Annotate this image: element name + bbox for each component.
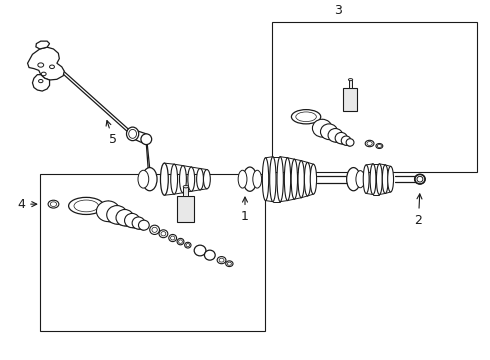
Ellipse shape	[363, 165, 369, 193]
Ellipse shape	[203, 170, 210, 189]
Text: 4: 4	[17, 198, 37, 211]
Ellipse shape	[185, 242, 191, 248]
Ellipse shape	[376, 164, 382, 194]
Ellipse shape	[150, 225, 159, 234]
Ellipse shape	[310, 164, 317, 194]
Ellipse shape	[291, 159, 297, 199]
Ellipse shape	[152, 227, 157, 232]
Ellipse shape	[132, 217, 145, 229]
Ellipse shape	[179, 166, 186, 193]
Ellipse shape	[177, 238, 184, 245]
Ellipse shape	[376, 144, 383, 148]
Text: 3: 3	[334, 4, 342, 17]
Ellipse shape	[171, 236, 175, 240]
Ellipse shape	[41, 72, 46, 76]
Ellipse shape	[196, 168, 203, 190]
Ellipse shape	[356, 171, 365, 188]
Ellipse shape	[226, 261, 233, 266]
Ellipse shape	[194, 245, 206, 256]
Ellipse shape	[38, 63, 44, 67]
Ellipse shape	[219, 258, 224, 262]
Text: 5: 5	[106, 121, 117, 147]
Ellipse shape	[377, 144, 381, 148]
Ellipse shape	[116, 210, 134, 226]
Ellipse shape	[382, 165, 388, 193]
Ellipse shape	[243, 167, 257, 191]
Ellipse shape	[129, 129, 137, 138]
Bar	[176, 196, 194, 222]
Ellipse shape	[204, 250, 215, 260]
Ellipse shape	[139, 220, 149, 230]
Bar	[272, 22, 477, 172]
Bar	[183, 187, 188, 196]
Ellipse shape	[97, 201, 120, 222]
Ellipse shape	[217, 257, 226, 264]
Ellipse shape	[143, 167, 157, 191]
Ellipse shape	[346, 139, 354, 146]
Ellipse shape	[292, 109, 321, 124]
Ellipse shape	[335, 132, 347, 144]
Ellipse shape	[365, 140, 374, 147]
Ellipse shape	[284, 158, 291, 201]
Ellipse shape	[188, 167, 195, 191]
Ellipse shape	[138, 170, 149, 188]
Ellipse shape	[304, 162, 311, 196]
Ellipse shape	[320, 124, 338, 140]
Ellipse shape	[124, 213, 140, 228]
Ellipse shape	[183, 185, 189, 188]
Polygon shape	[54, 63, 135, 139]
Ellipse shape	[179, 240, 182, 243]
Ellipse shape	[328, 129, 343, 142]
Ellipse shape	[169, 234, 176, 242]
Ellipse shape	[388, 166, 393, 192]
Ellipse shape	[367, 141, 372, 145]
Ellipse shape	[69, 197, 104, 215]
Ellipse shape	[417, 176, 423, 182]
Ellipse shape	[415, 175, 425, 184]
Ellipse shape	[74, 200, 98, 212]
Ellipse shape	[313, 119, 332, 137]
Ellipse shape	[50, 202, 57, 206]
Bar	[343, 88, 357, 111]
Ellipse shape	[341, 136, 351, 145]
Ellipse shape	[298, 161, 304, 198]
Ellipse shape	[126, 127, 139, 141]
Ellipse shape	[346, 167, 360, 191]
Text: 1: 1	[241, 197, 249, 223]
Ellipse shape	[277, 157, 283, 202]
Polygon shape	[27, 47, 64, 80]
Ellipse shape	[161, 231, 166, 236]
Ellipse shape	[238, 170, 247, 188]
Ellipse shape	[160, 163, 168, 195]
Ellipse shape	[227, 262, 231, 265]
Ellipse shape	[348, 78, 353, 81]
Text: 2: 2	[415, 194, 422, 227]
Bar	[40, 174, 265, 331]
Ellipse shape	[141, 134, 152, 145]
Polygon shape	[36, 41, 49, 49]
Ellipse shape	[296, 112, 317, 122]
Bar	[348, 80, 352, 88]
Ellipse shape	[49, 65, 54, 69]
Ellipse shape	[370, 164, 376, 194]
Ellipse shape	[262, 158, 269, 201]
Ellipse shape	[270, 157, 276, 202]
Ellipse shape	[107, 206, 127, 224]
Ellipse shape	[39, 80, 43, 83]
Ellipse shape	[48, 200, 59, 208]
Polygon shape	[32, 75, 49, 91]
Ellipse shape	[253, 170, 262, 188]
Ellipse shape	[186, 244, 190, 247]
Ellipse shape	[171, 164, 177, 194]
Ellipse shape	[159, 230, 168, 238]
